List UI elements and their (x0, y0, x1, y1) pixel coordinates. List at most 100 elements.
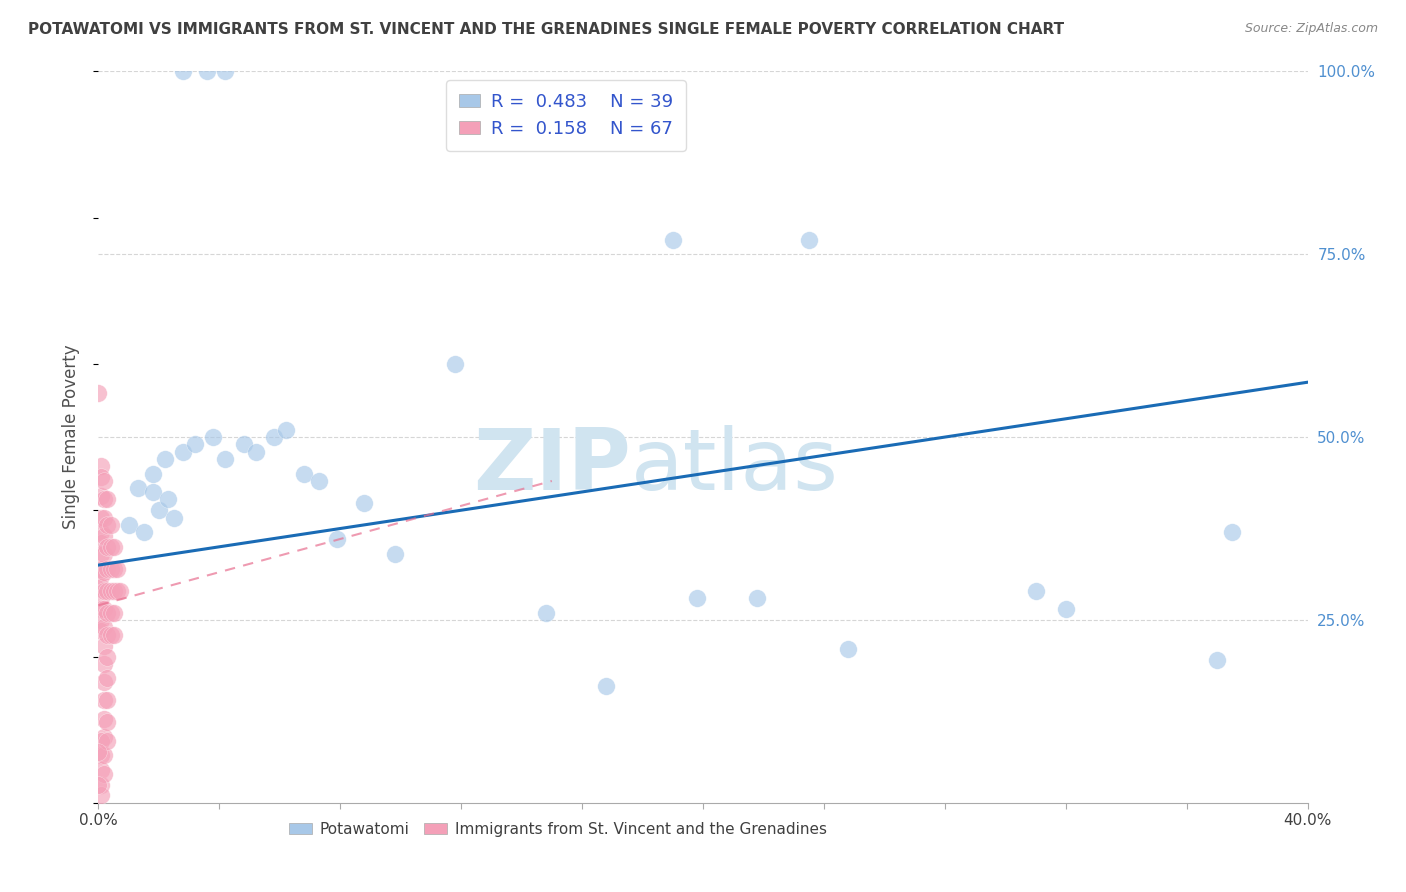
Point (96, 606, 118, 620)
Point (100, 517, 122, 532)
Point (142, 467, 165, 481)
Point (100, 540, 122, 554)
Point (163, 510, 186, 524)
Point (837, 642, 859, 657)
Point (96, 492, 118, 507)
Point (172, 444, 194, 458)
Point (108, 583, 131, 598)
Point (308, 474, 330, 488)
Point (661, 233, 683, 247)
Point (90, 547, 112, 561)
Point (93, 675, 115, 690)
Point (245, 444, 267, 458)
Point (90, 748, 112, 763)
Point (90, 733, 112, 747)
Point (444, 357, 467, 371)
Point (100, 562, 122, 576)
Point (103, 562, 125, 576)
Point (90, 789, 112, 803)
Point (90, 591, 112, 605)
Point (90, 470, 112, 484)
Point (93, 748, 115, 763)
Point (595, 679, 617, 693)
Point (96, 672, 118, 686)
Text: Source: ZipAtlas.com: Source: ZipAtlas.com (1244, 22, 1378, 36)
Point (103, 627, 125, 641)
Legend: Potawatomi, Immigrants from St. Vincent and the Grenadines: Potawatomi, Immigrants from St. Vincent … (283, 815, 834, 843)
Point (103, 606, 125, 620)
Point (747, 591, 769, 605)
Point (90, 778, 112, 792)
Point (263, 430, 285, 444)
Point (1024, 583, 1046, 598)
Point (148, 503, 170, 517)
Point (184, 437, 207, 451)
Y-axis label: Single Female Poverty: Single Female Poverty (62, 345, 80, 529)
Point (90, 624, 112, 638)
Point (686, 591, 709, 605)
Point (292, 467, 315, 481)
Point (96, 733, 118, 747)
Point (103, 583, 125, 598)
Point (100, 627, 122, 641)
Point (93, 712, 115, 726)
Point (93, 510, 115, 524)
Point (90, 763, 112, 777)
Point (100, 606, 122, 620)
Point (93, 620, 115, 634)
Point (90, 459, 112, 474)
Point (93, 602, 115, 616)
Point (274, 423, 297, 437)
Point (1206, 653, 1229, 667)
Point (195, 64, 218, 78)
Point (90, 525, 112, 540)
Point (797, 233, 820, 247)
Point (384, 547, 406, 561)
Point (93, 529, 115, 543)
Point (90, 489, 112, 503)
Point (93, 657, 115, 671)
Point (93, 583, 115, 598)
Point (93, 474, 115, 488)
Point (96, 649, 118, 664)
Point (96, 583, 118, 598)
Point (534, 606, 557, 620)
Point (118, 517, 141, 532)
Point (127, 481, 149, 495)
Point (353, 496, 375, 510)
Point (1220, 525, 1243, 540)
Point (100, 583, 122, 598)
Point (93, 693, 115, 707)
Point (93, 639, 115, 653)
Point (90, 569, 112, 583)
Point (90, 613, 112, 627)
Point (96, 562, 118, 576)
Point (96, 693, 118, 707)
Point (202, 430, 225, 444)
Point (105, 583, 128, 598)
Point (93, 766, 115, 780)
Point (153, 452, 176, 467)
Text: POTAWATOMI VS IMMIGRANTS FROM ST. VINCENT AND THE GRENADINES SINGLE FEMALE POVER: POTAWATOMI VS IMMIGRANTS FROM ST. VINCEN… (28, 22, 1064, 37)
Point (142, 485, 165, 500)
Point (214, 64, 236, 78)
Point (132, 525, 155, 540)
Point (103, 540, 125, 554)
Point (172, 64, 194, 78)
Point (105, 562, 128, 576)
Point (90, 562, 112, 576)
Point (326, 533, 349, 547)
Point (93, 492, 115, 507)
Point (87, 386, 110, 401)
Point (156, 492, 179, 507)
Point (96, 627, 118, 641)
Text: atlas: atlas (630, 425, 838, 508)
Point (96, 540, 118, 554)
Point (1054, 602, 1077, 616)
Point (90, 536, 112, 550)
Point (96, 517, 118, 532)
Point (214, 452, 236, 467)
Point (232, 437, 254, 451)
Point (93, 547, 115, 561)
Point (90, 580, 112, 594)
